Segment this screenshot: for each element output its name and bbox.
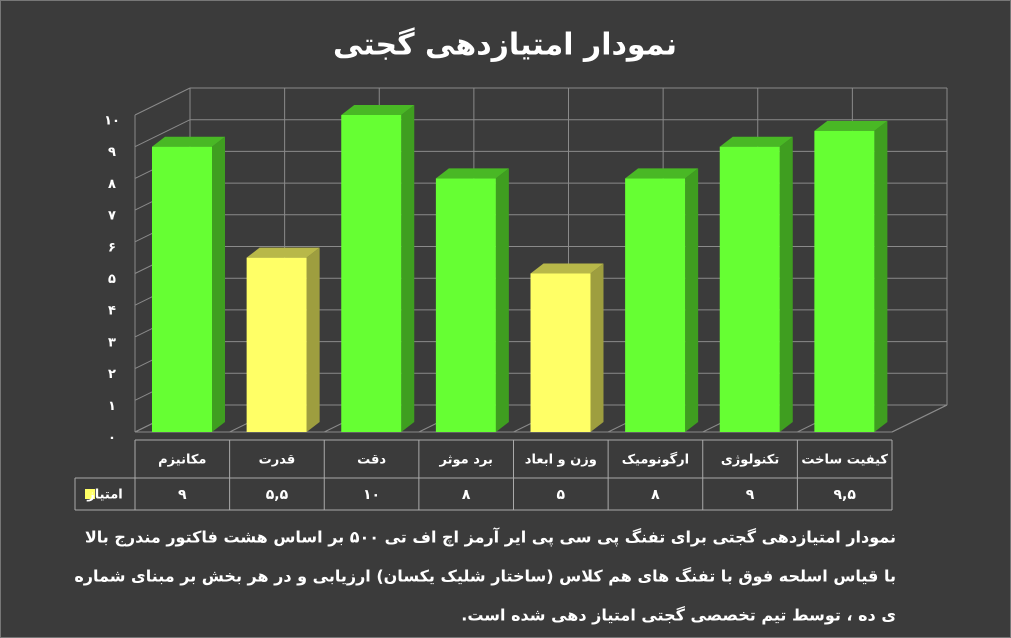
value-label: ۸	[462, 487, 471, 503]
bar-top	[719, 136, 793, 147]
bar-front	[341, 115, 402, 432]
grid-line	[134, 87, 947, 116]
value-label: ۸	[651, 487, 660, 503]
floor-line	[891, 404, 948, 433]
y-tick-label: ۳	[108, 335, 116, 350]
bar-side	[590, 263, 604, 432]
y-tick-label: ۵	[108, 272, 116, 287]
bar-front	[152, 146, 212, 432]
value-label: ۵,۵	[266, 487, 289, 503]
bar-side	[212, 136, 225, 432]
bar-top	[530, 263, 604, 274]
y-tick-label: ۰	[108, 431, 116, 446]
note-line: ی ده ، توسط تیم تخصصی گجتی امتیاز دهی شد…	[461, 606, 896, 625]
bar-side	[874, 120, 888, 432]
x-tick-label: تکنولوژی	[721, 453, 779, 468]
bar	[435, 168, 509, 432]
bar-side	[685, 168, 699, 432]
y-tick-label: ۶	[108, 240, 116, 255]
x-tick-label: وزن و ابعاد	[525, 453, 597, 468]
bar-top	[435, 168, 509, 179]
note-line: با قیاس اسلحه فوق با تفنگ های هم کلاس (س…	[74, 567, 896, 586]
bar-front	[719, 146, 780, 432]
bar	[814, 120, 888, 432]
bar-front	[435, 178, 496, 432]
bar-front	[625, 178, 686, 432]
bar-top	[341, 105, 415, 115]
bar	[530, 263, 604, 432]
bar-side	[401, 105, 415, 432]
bar-side	[495, 168, 509, 432]
x-tick-label: ارگونومیک	[622, 452, 689, 468]
value-label: ۹	[178, 487, 187, 503]
value-label: ۹	[746, 487, 755, 503]
bar-front	[814, 130, 875, 432]
x-tick-label: کیفیت ساخت	[801, 453, 888, 468]
grid-side	[134, 87, 191, 116]
bar-top	[814, 120, 888, 131]
y-tick-label: ۷	[108, 209, 116, 224]
bar	[625, 168, 699, 432]
note-line: نمودار امتیازدهی گجتی برای تفنگ پی سی پی…	[85, 527, 896, 548]
bar-top	[152, 136, 225, 147]
y-tick-label: ۲	[108, 367, 116, 382]
x-tick-label: مکانیزم	[158, 453, 206, 468]
value-label: ۹,۵	[833, 487, 856, 503]
grid-side	[134, 119, 191, 148]
bar-front	[530, 273, 591, 432]
bar	[246, 247, 320, 432]
y-tick-label: ۴	[108, 304, 116, 319]
legend-label: امتیاز	[86, 488, 122, 503]
x-tick-label: دقت	[357, 453, 386, 468]
bar-side	[306, 247, 320, 432]
value-label: ۵	[557, 487, 566, 503]
y-tick-label: ۸	[108, 177, 116, 192]
bar-top	[625, 168, 699, 179]
grid-line	[134, 119, 947, 148]
y-tick-label: ۱	[108, 399, 116, 414]
bar	[341, 105, 415, 432]
x-tick-label: قدرت	[259, 453, 296, 468]
bar-top	[246, 247, 320, 258]
y-tick-label: ۱۰	[104, 114, 120, 129]
x-tick-label: برد موثر	[439, 453, 493, 468]
bar-side	[779, 136, 793, 432]
value-label: ۱۰	[363, 487, 380, 503]
bar	[152, 136, 225, 432]
chart-title: نمودار امتیازدهی گجتی	[333, 27, 677, 63]
bar-front	[246, 257, 307, 432]
legend-key	[85, 489, 95, 499]
y-tick-label: ۹	[108, 145, 116, 160]
bar	[719, 136, 793, 432]
